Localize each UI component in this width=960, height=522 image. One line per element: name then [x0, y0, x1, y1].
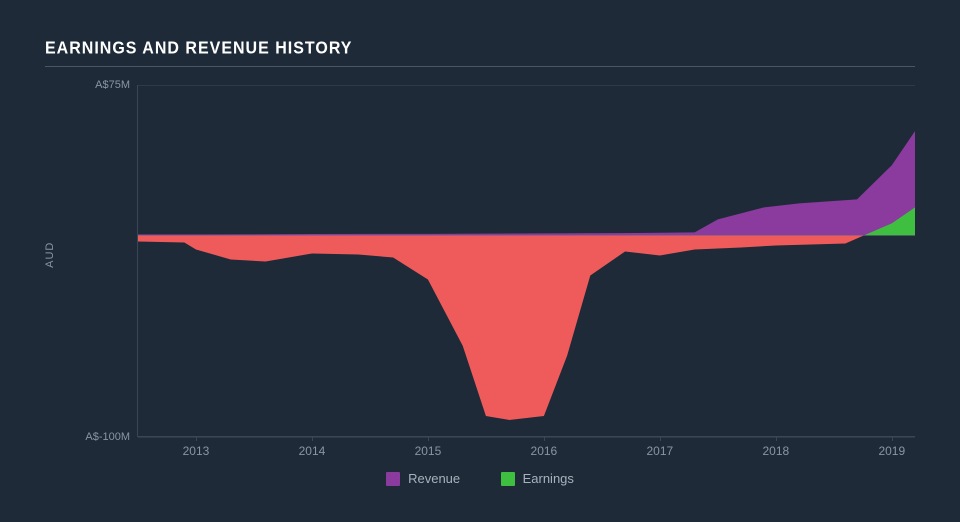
x-tick-label: 2014	[299, 444, 326, 458]
x-tick-mark	[660, 436, 661, 441]
legend-swatch-revenue	[386, 472, 400, 486]
legend-item-earnings: Earnings	[501, 471, 574, 486]
chart-title: EARNINGS AND REVENUE HISTORY	[45, 39, 915, 59]
legend-label-earnings: Earnings	[523, 471, 574, 486]
x-tick-mark	[544, 436, 545, 441]
title-divider	[45, 66, 915, 67]
x-tick-mark	[892, 436, 893, 441]
legend-label-revenue: Revenue	[408, 471, 460, 486]
x-tick-mark	[428, 436, 429, 441]
y-axis-title: AUD	[44, 242, 56, 268]
grid-line	[138, 85, 915, 86]
earnings-negative-area	[138, 235, 864, 420]
x-tick-mark	[776, 436, 777, 441]
x-tick-label: 2017	[647, 444, 674, 458]
x-tick-label: 2018	[762, 444, 789, 458]
x-tick-label: 2016	[531, 444, 558, 458]
x-tick-label: 2015	[415, 444, 442, 458]
grid-line	[138, 437, 915, 438]
chart-container: EARNINGS AND REVENUE HISTORY AUD 2013201…	[0, 0, 960, 522]
x-tick-mark	[196, 436, 197, 441]
revenue-area	[138, 131, 915, 235]
legend: Revenue Earnings	[45, 471, 915, 491]
legend-swatch-earnings	[501, 472, 515, 486]
x-tick-label: 2013	[183, 444, 210, 458]
x-tick-mark	[312, 436, 313, 441]
area-svg	[138, 85, 915, 436]
legend-item-revenue: Revenue	[386, 471, 460, 486]
plot-area: 2013201420152016201720182019	[137, 85, 915, 437]
y-tick-label: A$75M	[95, 79, 130, 91]
chart-area-wrap: AUD 2013201420152016201720182019 A$75MA$…	[75, 85, 915, 465]
y-tick-label: A$-100M	[85, 431, 130, 443]
x-tick-label: 2019	[878, 444, 905, 458]
